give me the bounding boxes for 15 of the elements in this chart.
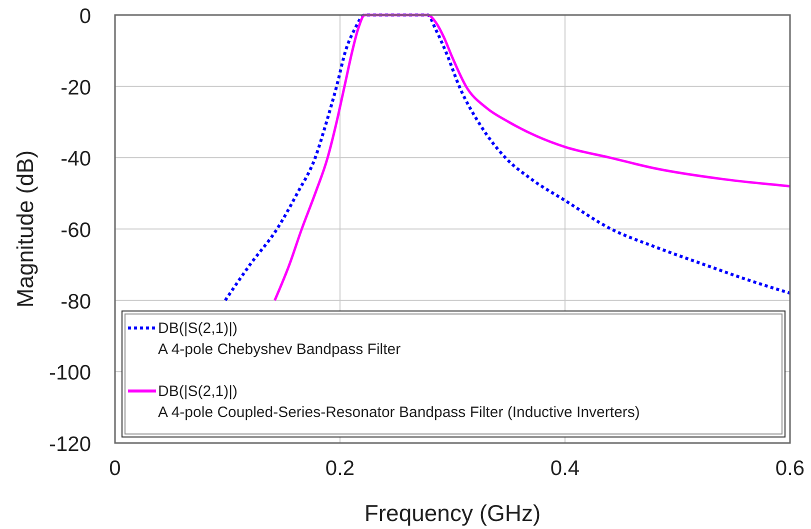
x-tick-label: 0.4 (550, 457, 580, 480)
legend-label: DB(|S(2,1)|) A 4-pole Coupled-Series-Resonator Bandpass Filter (Inductive Inverters) (158, 383, 640, 421)
y-tick-label: 0 (79, 5, 91, 28)
y-tick-label: -60 (60, 219, 91, 242)
x-tick-label: 0 (109, 457, 121, 480)
y-tick-label: -80 (60, 290, 91, 314)
y-tick-label: -20 (60, 76, 91, 100)
y-tick-label: -120 (48, 433, 91, 456)
y-tick-label: -40 (60, 148, 91, 171)
y-axis-title: Magnitude (dB) (12, 150, 38, 308)
x-axis-title: Frequency (GHz) (364, 500, 541, 526)
x-tick-label: 0.2 (325, 457, 355, 480)
y-tick-label: -100 (48, 362, 91, 385)
legend-label: DB(|S(2,1)|) A 4-pole Chebyshev Bandpass Filter (158, 320, 401, 358)
x-tick-label: 0.6 (775, 457, 805, 480)
